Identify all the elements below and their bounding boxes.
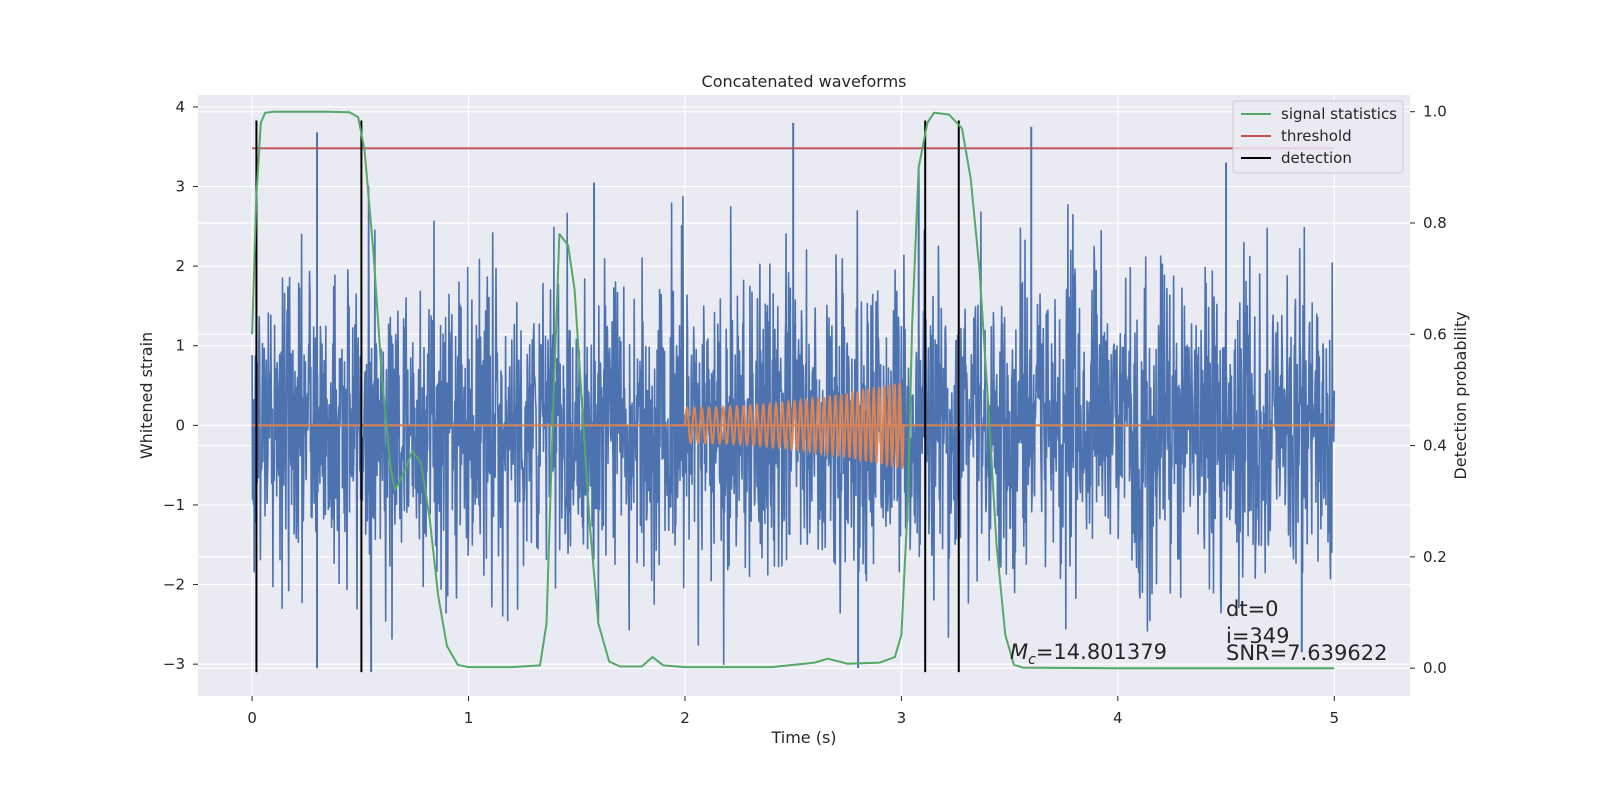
x-tick-label: 2	[680, 709, 690, 727]
series-layer	[251, 110, 1336, 673]
x-tick-label: 5	[1329, 709, 1339, 727]
y-tick-label: −2	[163, 576, 185, 594]
annotation-dt: dt=0	[1226, 597, 1279, 621]
legend-label-threshold: threshold	[1281, 127, 1352, 145]
y-tick-label: −3	[163, 655, 185, 673]
y-right-tick-label: 0.0	[1423, 659, 1447, 677]
legend-label-detection: detection	[1281, 149, 1352, 167]
annotations: Mc=14.801379 dt=0 i=349 SNR=7.639622	[1010, 597, 1387, 668]
legend: signal statistics threshold detection	[1232, 100, 1404, 174]
signal-statistics-line	[251, 110, 1335, 670]
y-tick-label: 1	[175, 337, 185, 355]
legend-label-signal-statistics: signal statistics	[1281, 105, 1397, 123]
annotation-index: i=349	[1226, 624, 1290, 648]
annotation-chirp-mass-value: =14.801379	[1036, 640, 1167, 664]
y-axis-label: Whitened strain	[137, 332, 156, 459]
y-right-tick-label: 0.6	[1423, 325, 1447, 343]
template-chirp-line	[684, 382, 905, 469]
x-tick-label: 4	[1113, 709, 1123, 727]
y-tick-label: 4	[175, 98, 185, 116]
x-tick-label: 3	[897, 709, 907, 727]
annotation-chirp-mass: Mc=14.801379	[1010, 640, 1167, 668]
annotation-snr: SNR=7.639622	[1226, 641, 1387, 665]
annotation-chirp-mass-symbol: M	[1010, 640, 1028, 664]
y-tick-label: 0	[175, 416, 185, 434]
y-right-tick-label: 0.4	[1423, 437, 1447, 455]
axes-layer: 0 1 2 3 4 5 −3 −2 −1 0 1 2 3 4 0.0 0.2 0.4 0.6 0.8 1.0	[163, 98, 1447, 727]
annotation-chirp-mass-subscript: c	[1028, 652, 1036, 668]
x-axis-label: Time (s)	[770, 728, 836, 747]
legend-box	[1232, 100, 1404, 174]
y-tick-label: −1	[163, 496, 185, 514]
y-right-tick-label: 0.2	[1423, 548, 1447, 566]
y-tick-label: 3	[175, 178, 185, 196]
y-right-tick-label: 0.8	[1423, 214, 1447, 232]
x-tick-label: 0	[247, 709, 257, 727]
y-right-tick-label: 1.0	[1423, 103, 1447, 121]
y-tick-label: 2	[175, 257, 185, 275]
x-tick-label: 1	[464, 709, 474, 727]
chart-title: Concatenated waveforms	[702, 72, 907, 91]
y-right-axis-label: Detection probability	[1451, 311, 1470, 479]
